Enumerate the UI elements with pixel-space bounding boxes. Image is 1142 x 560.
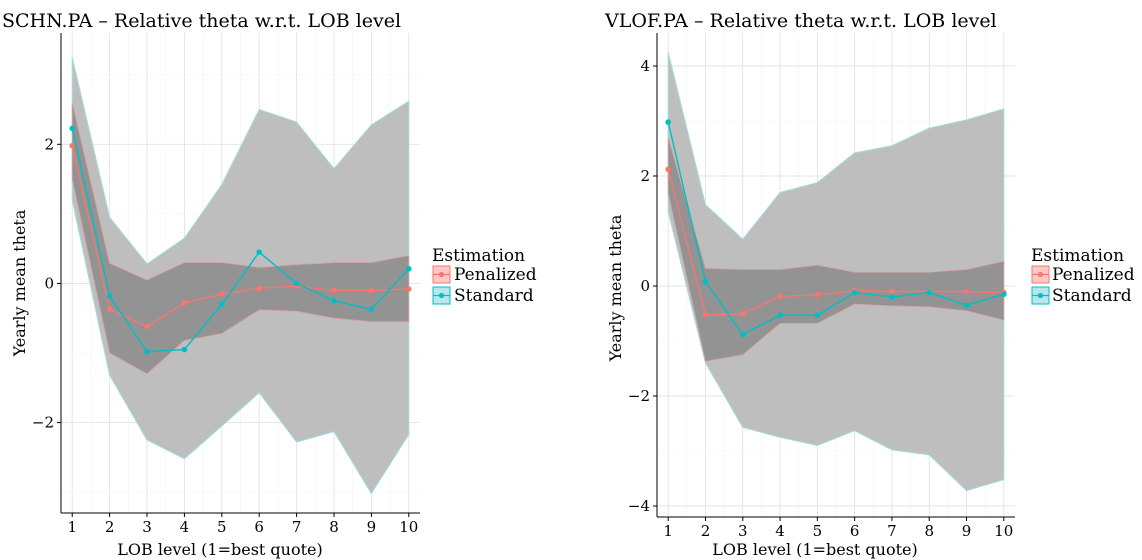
legend-label-standard: Standard xyxy=(1052,286,1132,306)
data-point-penalized xyxy=(665,166,671,173)
legend-title: Estimation xyxy=(1031,246,1124,266)
x-tick-label: 1 xyxy=(663,522,673,540)
chart-title: VLOF.PA – Relative theta w.r.t. LOB leve… xyxy=(604,10,997,32)
series-standard xyxy=(69,125,412,355)
series-line-penalized xyxy=(667,169,1004,316)
data-point-penalized xyxy=(368,287,375,294)
x-axis-title: LOB level (1=best quote) xyxy=(117,540,322,559)
x-tick-label: 8 xyxy=(329,518,339,536)
x-tick-label: 4 xyxy=(180,518,190,536)
x-tick-label: 9 xyxy=(367,518,377,536)
x-tick-label: 5 xyxy=(217,518,227,536)
penalized-confidence-band xyxy=(71,102,410,375)
y-tick-label: 2 xyxy=(640,167,650,185)
data-point-standard xyxy=(405,266,412,272)
legend-label-penalized: Penalized xyxy=(454,265,537,285)
legend: Estimation Penalized Standard xyxy=(432,246,537,306)
y-tick-label: 2 xyxy=(44,135,54,153)
data-point-standard xyxy=(665,119,671,125)
x-tick-label: 1 xyxy=(67,518,77,536)
chart-title: SCHN.PA – Relative theta w.r.t. LOB leve… xyxy=(2,10,401,32)
data-point-penalized xyxy=(144,323,150,330)
data-point-standard xyxy=(702,278,709,285)
y-tick-label: −2 xyxy=(32,414,54,432)
y-tick-label: 4 xyxy=(640,57,650,75)
data-point-standard xyxy=(963,302,970,309)
legend-entry-penalized: Penalized xyxy=(1031,265,1135,285)
x-tick-label: 4 xyxy=(775,522,785,540)
data-point-penalized xyxy=(889,288,895,295)
x-tick-label: 3 xyxy=(738,522,748,540)
x-tick-label: 5 xyxy=(813,522,823,540)
data-point-penalized xyxy=(256,285,262,292)
series-line-penalized xyxy=(71,145,409,328)
data-point-penalized xyxy=(702,312,709,318)
x-tick-label: 8 xyxy=(924,522,934,540)
series-line-standard xyxy=(71,128,410,353)
legend-title: Estimation xyxy=(432,246,525,266)
data-point-penalized xyxy=(739,310,746,317)
data-point-penalized xyxy=(777,293,783,300)
vlof-panel: VLOF.PA – Relative theta w.r.t. LOB leve… xyxy=(604,10,1015,559)
data-point-standard xyxy=(256,249,262,255)
data-point-standard xyxy=(181,346,188,353)
y-tick-label: −4 xyxy=(628,497,650,515)
plot-area: 1 2 3 4 5 6 7 8 9 10 −2 0 2 xyxy=(32,33,420,536)
data-point-penalized xyxy=(405,286,412,292)
legend-entry-standard: Standard xyxy=(1031,286,1132,306)
x-tick-label: 7 xyxy=(292,518,302,536)
x-tick-label: 9 xyxy=(962,522,972,540)
data-point-standard xyxy=(69,125,76,132)
data-point-standard xyxy=(1001,291,1007,298)
data-point-penalized xyxy=(106,306,113,312)
data-point-standard xyxy=(851,289,858,296)
x-tick-label: 3 xyxy=(142,518,152,536)
data-point-standard xyxy=(219,301,225,308)
y-axis-title: Yearly mean theta xyxy=(606,214,625,362)
y-tick-label: 0 xyxy=(44,274,54,292)
data-point-standard xyxy=(293,280,300,287)
series-standard xyxy=(665,119,1007,338)
data-point-standard xyxy=(106,293,113,299)
x-tick-label: 2 xyxy=(701,522,711,540)
data-point-penalized xyxy=(331,287,337,294)
y-tick-label: −2 xyxy=(628,387,650,405)
x-tick-label: 7 xyxy=(887,522,897,540)
x-tick-label: 10 xyxy=(399,518,418,536)
data-point-standard xyxy=(777,312,783,318)
legend: Estimation Penalized Standard xyxy=(1031,246,1135,306)
data-point-standard xyxy=(331,298,337,304)
x-tick-label: 6 xyxy=(254,518,264,536)
data-point-penalized xyxy=(219,291,225,297)
legend-label-penalized: Penalized xyxy=(1052,265,1135,285)
data-point-standard xyxy=(889,294,895,300)
y-axis-title: Yearly mean theta xyxy=(10,209,29,357)
data-point-standard xyxy=(144,348,150,355)
data-point-penalized xyxy=(963,288,970,295)
data-point-penalized xyxy=(69,142,76,149)
legend-entry-standard: Standard xyxy=(432,286,534,306)
plot-area: 1 2 3 4 5 6 7 8 9 10 −4 −2 0 2 4 xyxy=(628,33,1015,540)
data-point-penalized xyxy=(181,300,188,306)
schn-panel: SCHN.PA – Relative theta w.r.t. LOB leve… xyxy=(2,10,420,559)
legend-entry-penalized: Penalized xyxy=(432,265,537,285)
x-tick-label: 2 xyxy=(105,518,115,536)
data-point-standard xyxy=(739,331,746,338)
legend-label-standard: Standard xyxy=(454,286,534,306)
x-tick-label: 10 xyxy=(994,522,1013,540)
x-tick-label: 6 xyxy=(850,522,860,540)
data-point-standard xyxy=(926,289,933,296)
data-point-standard xyxy=(368,306,375,312)
x-axis-title: LOB level (1=best quote) xyxy=(712,540,917,559)
data-point-penalized xyxy=(814,292,821,298)
penalized-confidence-band xyxy=(667,137,1005,362)
y-tick-label: 0 xyxy=(640,277,650,295)
series-line-standard xyxy=(667,121,1005,336)
data-point-standard xyxy=(814,312,821,318)
